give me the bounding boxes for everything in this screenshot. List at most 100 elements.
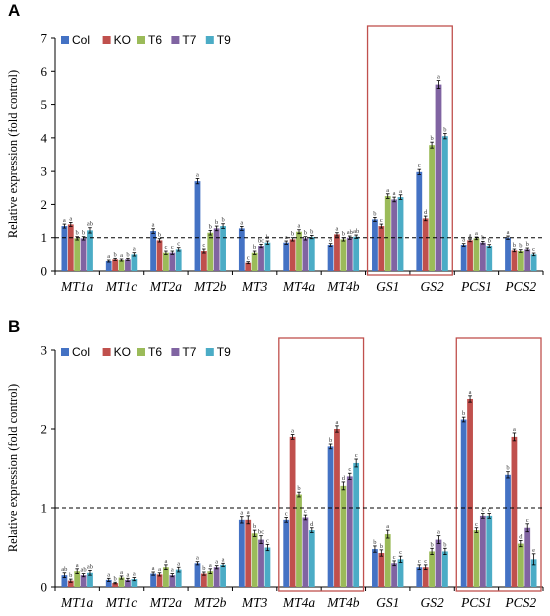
- significance-letter: a: [437, 74, 440, 81]
- significance-letter: b: [114, 575, 117, 582]
- significance-letter: b: [443, 541, 446, 548]
- significance-letter: a: [158, 566, 161, 573]
- significance-letter: b: [329, 437, 332, 444]
- bar-t6: [517, 543, 524, 587]
- legend-swatch: [171, 36, 180, 44]
- significance-letter: a: [120, 569, 123, 576]
- significance-letter: d: [310, 521, 314, 528]
- bar-col: [505, 237, 511, 271]
- bar-ko: [112, 259, 119, 271]
- significance-letter: b: [291, 231, 294, 238]
- bar-ko: [422, 567, 429, 587]
- significance-letter: b: [488, 238, 491, 245]
- legend-label: KO: [114, 33, 131, 47]
- legend-label: T9: [217, 33, 231, 47]
- bar-ko: [511, 436, 518, 587]
- bar-t9: [353, 462, 360, 587]
- significance-letter: a: [386, 187, 389, 194]
- y-tick-label: 6: [41, 64, 48, 79]
- bar-col: [460, 245, 467, 271]
- bar-t9: [308, 530, 315, 587]
- significance-letter: c: [285, 510, 288, 517]
- legend-label: T6: [148, 33, 162, 47]
- bar-t9: [131, 254, 138, 271]
- significance-letter: b: [253, 244, 256, 251]
- significance-letter: a: [152, 565, 155, 572]
- bar-t7: [346, 237, 353, 271]
- bar-t9: [87, 572, 93, 587]
- x-tick-label: GS2: [420, 595, 443, 610]
- significance-letter: b: [373, 539, 376, 546]
- bar-t7: [258, 539, 264, 587]
- bar-t7: [125, 259, 131, 271]
- y-axis-title: Relative expression (fold control): [6, 70, 20, 238]
- significance-letter: a: [107, 253, 110, 260]
- bar-col: [372, 549, 378, 587]
- bar-col: [61, 575, 68, 587]
- legend: Col KO T6 T7 T9: [61, 33, 231, 47]
- significance-letter: c: [266, 537, 269, 544]
- y-tick-label: 4: [41, 130, 48, 145]
- significance-letter: bc: [258, 237, 264, 244]
- legend-swatch: [61, 36, 69, 44]
- bar-t7: [391, 199, 398, 271]
- x-tick-label: MT1a: [60, 595, 94, 610]
- significance-letter: a: [107, 571, 110, 578]
- bar-col: [194, 181, 201, 271]
- significance-letter: a: [222, 556, 225, 563]
- y-axis-title: Relative expression (fold control): [6, 384, 20, 552]
- significance-letter: b: [209, 223, 212, 230]
- significance-letter: b: [76, 230, 79, 237]
- bar-ko: [334, 234, 340, 271]
- bar-col: [283, 242, 290, 271]
- bar-t7: [524, 249, 531, 271]
- significance-letter: d: [424, 209, 428, 216]
- significance-letter: b: [126, 251, 129, 258]
- significance-letter: a: [393, 190, 396, 197]
- bar-t9: [264, 242, 271, 271]
- bar-t7: [302, 238, 309, 271]
- x-tick-label: MT4a: [282, 279, 316, 294]
- legend-swatch: [137, 36, 145, 44]
- bar-t7: [346, 476, 353, 587]
- x-tick-label: MT2a: [149, 595, 183, 610]
- bar-t7: [169, 575, 176, 587]
- legend-swatch: [171, 348, 180, 356]
- x-tick-label: GS2: [420, 279, 443, 294]
- significance-letter: a: [336, 226, 339, 233]
- y-tick-label: 1: [41, 230, 48, 245]
- bar-t6: [163, 252, 169, 271]
- bar-t9: [308, 237, 315, 271]
- significance-letter: c: [304, 508, 307, 515]
- legend-label: Col: [72, 33, 90, 47]
- significance-letter: bc: [258, 529, 264, 536]
- bar-col: [238, 519, 245, 587]
- significance-letter: a: [469, 232, 472, 239]
- x-tick-label: PCS2: [504, 279, 536, 294]
- significance-letter: a: [437, 529, 440, 536]
- bar-t9: [486, 246, 493, 271]
- bar-t7: [524, 527, 531, 587]
- significance-letter: a: [76, 562, 79, 569]
- bar-col: [61, 226, 68, 271]
- x-tick-label: GS1: [376, 595, 399, 610]
- significance-letter: a: [63, 217, 66, 224]
- bar-t9: [486, 515, 493, 587]
- significance-letter: c: [418, 558, 421, 565]
- x-tick-label: GS1: [376, 279, 399, 294]
- significance-letter: c: [532, 246, 535, 253]
- bar-t6: [429, 551, 435, 587]
- significance-letter: b: [114, 251, 117, 258]
- significance-letter: a: [247, 509, 250, 516]
- highlight-box: [366, 25, 453, 276]
- bar-col: [460, 419, 467, 587]
- significance-letter: c: [475, 521, 478, 528]
- x-tick-label: MT2a: [149, 279, 183, 294]
- bar-t7: [435, 539, 442, 587]
- y-tick-label: 3: [41, 164, 48, 179]
- x-tick-label: MT4a: [282, 595, 316, 610]
- bar-col: [327, 245, 334, 271]
- significance-letter: a: [164, 558, 167, 565]
- significance-letter: b: [519, 243, 522, 250]
- significance-letter: b: [526, 241, 529, 248]
